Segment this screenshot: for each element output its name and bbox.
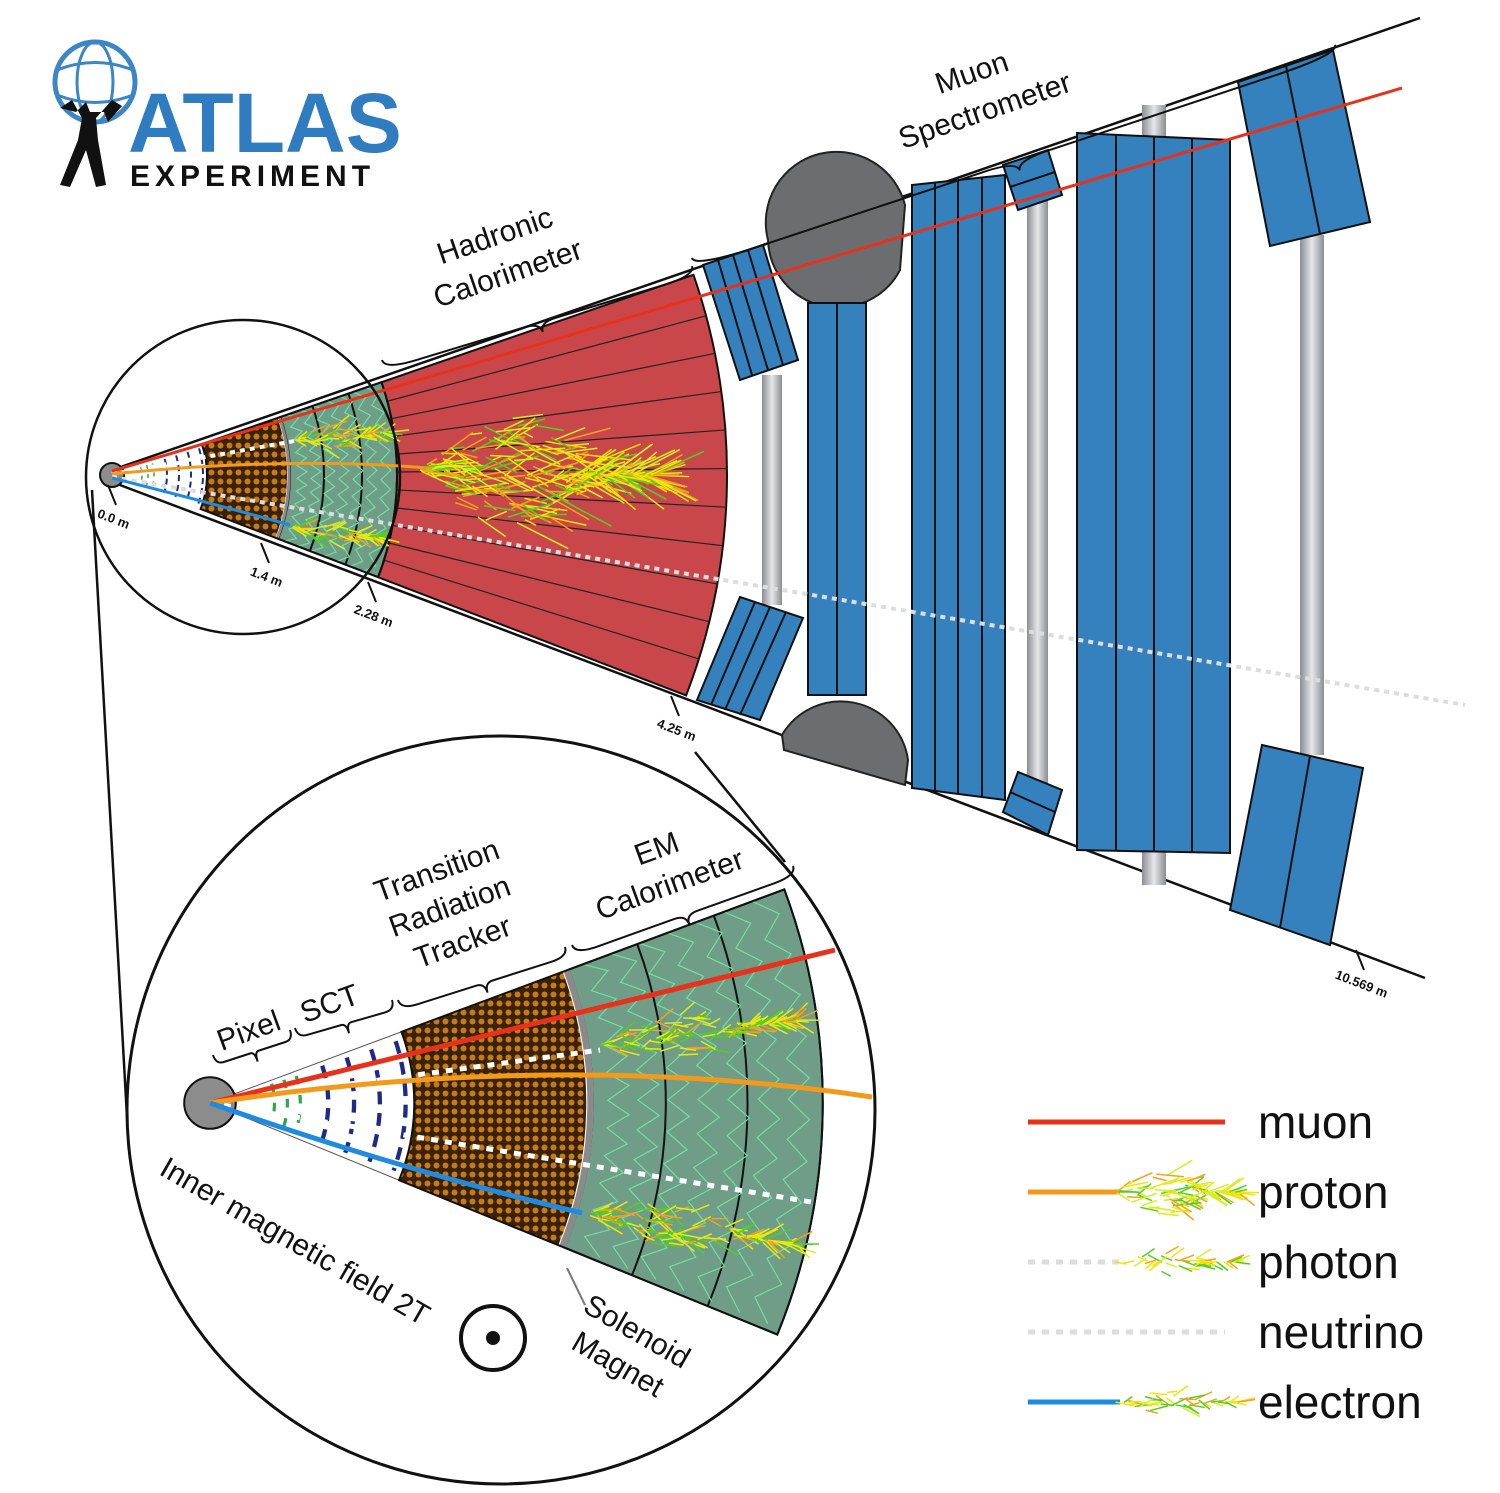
legend: muon proton photon neutrino electron [1028, 1096, 1424, 1428]
logo-subtitle: EXPERIMENT [130, 160, 375, 193]
scale-tick [368, 582, 376, 602]
shower-line [1190, 1405, 1205, 1408]
shower-line [1158, 1213, 1179, 1216]
shower-line [785, 1022, 796, 1023]
scale-label: 1.4 m [248, 564, 284, 590]
shower-line [1150, 1393, 1167, 1395]
scale-label: 10.569 m [1333, 967, 1390, 1001]
beam-pipe [100, 463, 124, 487]
logo-title: ATLAS [128, 76, 402, 170]
legend-label: neutrino [1258, 1306, 1424, 1358]
legend-label: photon [1258, 1236, 1399, 1288]
shower-line [1150, 1406, 1168, 1411]
support-bar [1300, 235, 1324, 755]
shower-line [664, 1023, 682, 1024]
shower-line [1133, 1173, 1153, 1182]
toroid-coil [766, 152, 905, 308]
legend-label: muon [1258, 1096, 1373, 1148]
legend-label: electron [1258, 1376, 1422, 1428]
muon-chamber [1238, 50, 1370, 246]
scale-label: 4.25 m [655, 716, 698, 745]
shower-line [1142, 1200, 1157, 1205]
shower-line [1236, 1262, 1250, 1264]
muon-chamber [1003, 772, 1062, 835]
shower-line [546, 491, 570, 492]
shower-line [1153, 1177, 1167, 1181]
scale-label: 2.28 m [352, 602, 395, 631]
logo-globe [55, 42, 135, 122]
shower-line [1137, 1188, 1154, 1189]
field-symbol-dot [486, 1331, 500, 1345]
scale-tick [671, 696, 679, 716]
support-bar [1027, 200, 1048, 795]
shower-line [1134, 1258, 1146, 1266]
shower-line [327, 438, 339, 439]
zoom-connector [92, 490, 128, 1135]
sct-layer [187, 452, 191, 501]
shower-line [1175, 1260, 1190, 1262]
shower-line [1196, 1249, 1211, 1258]
shower-line [1180, 1255, 1194, 1260]
shower-line [1179, 1399, 1195, 1400]
toroid-coil [782, 701, 908, 785]
shower-line [737, 1032, 761, 1033]
legend-label: proton [1258, 1166, 1388, 1218]
shower-line [1166, 1263, 1177, 1267]
shower-line [678, 1054, 698, 1055]
support-bar [762, 375, 782, 605]
shower-line [1161, 1271, 1170, 1276]
shower-line [1123, 1261, 1134, 1263]
shower-line [1128, 1401, 1141, 1402]
hadronic-calorimeter [378, 275, 727, 696]
logo-globe-parallel [57, 63, 133, 103]
muon-chamber [1230, 745, 1363, 945]
shower-line [1156, 1174, 1184, 1177]
shower-line [1167, 1391, 1177, 1392]
shower-line [1167, 1160, 1192, 1175]
shower-line [1160, 1195, 1170, 1196]
shower-line [1231, 1192, 1259, 1193]
scale-tick [261, 543, 269, 563]
sct-layer [175, 455, 179, 496]
scale-label: 0.0 m [95, 506, 131, 532]
